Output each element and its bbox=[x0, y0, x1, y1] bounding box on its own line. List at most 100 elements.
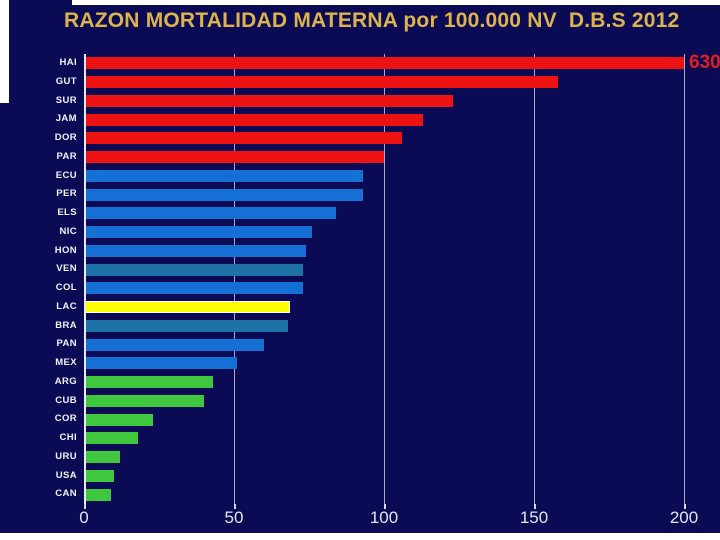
slide-edge-left bbox=[0, 0, 9, 103]
bar-gut bbox=[84, 76, 558, 89]
bar-track bbox=[84, 148, 712, 167]
bar-pan bbox=[84, 338, 264, 351]
bar-track bbox=[84, 167, 712, 186]
category-label: COL bbox=[55, 282, 77, 293]
bar-track bbox=[84, 373, 712, 392]
bar-track bbox=[84, 92, 712, 111]
bar-track bbox=[84, 354, 712, 373]
tick-mark-100 bbox=[384, 504, 386, 509]
bar-track bbox=[84, 204, 712, 223]
category-label: GUT bbox=[55, 75, 77, 87]
chart-row: HON bbox=[0, 242, 712, 261]
chart-row: MEX bbox=[0, 354, 712, 373]
bar-sur bbox=[84, 94, 453, 107]
y-axis-line bbox=[84, 54, 86, 506]
chart-row: CAN bbox=[0, 485, 712, 504]
bar-track bbox=[84, 335, 712, 354]
category-label: HAI bbox=[59, 57, 77, 68]
bar-col bbox=[84, 282, 303, 295]
gridline-150 bbox=[534, 54, 535, 504]
chart-row: ELS bbox=[0, 204, 712, 223]
chart-row: BRA bbox=[0, 317, 712, 336]
bar-track bbox=[84, 448, 712, 467]
bar-cor bbox=[84, 413, 153, 426]
bar-track bbox=[84, 410, 712, 429]
bar-track bbox=[84, 467, 712, 486]
tick-mark-0 bbox=[84, 504, 86, 509]
chart-row: URU bbox=[0, 448, 712, 467]
category-label: URU bbox=[55, 450, 77, 462]
chart-row: NIC bbox=[0, 223, 712, 242]
tick-mark-200 bbox=[684, 504, 686, 509]
category-label: NIC bbox=[59, 225, 77, 237]
tick-mark-150 bbox=[534, 504, 536, 509]
tick-label-150: 150 bbox=[519, 508, 549, 527]
bar-track bbox=[84, 73, 712, 92]
bar-track bbox=[84, 392, 712, 411]
category-label: ECU bbox=[55, 169, 77, 181]
gridline-50 bbox=[234, 54, 235, 504]
chart-row: CUB bbox=[0, 392, 712, 411]
bar-track bbox=[84, 242, 712, 261]
value-label-hai: 630 bbox=[689, 52, 720, 74]
bar-track bbox=[84, 260, 712, 279]
chart-row: PER bbox=[0, 185, 712, 204]
tick-label-100: 100 bbox=[369, 508, 399, 527]
bar-track bbox=[84, 485, 712, 504]
category-label: LAC bbox=[56, 300, 77, 312]
category-label: DOR bbox=[54, 132, 77, 143]
bar-jam bbox=[84, 113, 423, 126]
bar-nic bbox=[84, 226, 312, 239]
chart-row: ARG bbox=[0, 373, 712, 392]
bar-chart-plot: HAI 630 GUT SUR JAM DOR PAR ECU PER ELS NIC HON VEN C… bbox=[0, 52, 720, 504]
bar-lac bbox=[84, 301, 290, 314]
chart-row: HAI 630 bbox=[0, 52, 720, 73]
chart-row: USA bbox=[0, 467, 712, 486]
category-label: JAM bbox=[55, 113, 77, 125]
tick-label-0: 0 bbox=[79, 508, 89, 527]
tick-label-200: 200 bbox=[669, 508, 699, 527]
chart-title: RAZON MORTALIDAD MATERNA por 100.000 NV … bbox=[64, 9, 680, 32]
chart-row: VEN bbox=[0, 260, 712, 279]
bar-can bbox=[84, 488, 111, 501]
category-label: HON bbox=[54, 244, 77, 256]
bar-dor bbox=[84, 132, 402, 145]
category-label: VEN bbox=[56, 263, 77, 275]
gridlines-layer bbox=[84, 54, 712, 504]
category-label: CHI bbox=[59, 432, 77, 443]
bar-hon bbox=[84, 244, 306, 257]
bar-hai bbox=[84, 57, 684, 70]
bar-track bbox=[84, 279, 712, 298]
category-label: SUR bbox=[55, 94, 77, 106]
chart-row: PAR bbox=[0, 148, 712, 167]
chart-row: COL bbox=[0, 279, 712, 298]
bar-ecu bbox=[84, 169, 363, 182]
bar-track bbox=[84, 110, 712, 129]
slide-edge-bottom bbox=[0, 533, 720, 540]
bar-per bbox=[84, 188, 363, 201]
bar-track bbox=[84, 223, 712, 242]
chart-row: PAN bbox=[0, 335, 712, 354]
category-label: USA bbox=[55, 469, 77, 481]
bar-track: 630 bbox=[84, 52, 720, 73]
bar-track bbox=[84, 129, 712, 148]
category-label: PAN bbox=[56, 338, 77, 350]
bar-track bbox=[84, 185, 712, 204]
category-label: MEX bbox=[55, 357, 77, 368]
bar-ven bbox=[84, 263, 303, 276]
chart-row: CHI bbox=[0, 429, 712, 448]
chart-row: GUT bbox=[0, 73, 712, 92]
bar-track bbox=[84, 317, 712, 336]
tick-label-50: 50 bbox=[224, 508, 244, 527]
gridline-200 bbox=[684, 54, 685, 504]
bar-uru bbox=[84, 451, 120, 464]
chart-row: JAM bbox=[0, 110, 712, 129]
bar-track bbox=[84, 429, 712, 448]
chart-row: DOR bbox=[0, 129, 712, 148]
bar-arg bbox=[84, 376, 213, 389]
tick-mark-50 bbox=[234, 504, 236, 509]
bar-mex bbox=[84, 357, 237, 370]
category-label: ELS bbox=[57, 207, 77, 218]
chart-row: ECU bbox=[0, 167, 712, 186]
bar-chi bbox=[84, 432, 138, 445]
